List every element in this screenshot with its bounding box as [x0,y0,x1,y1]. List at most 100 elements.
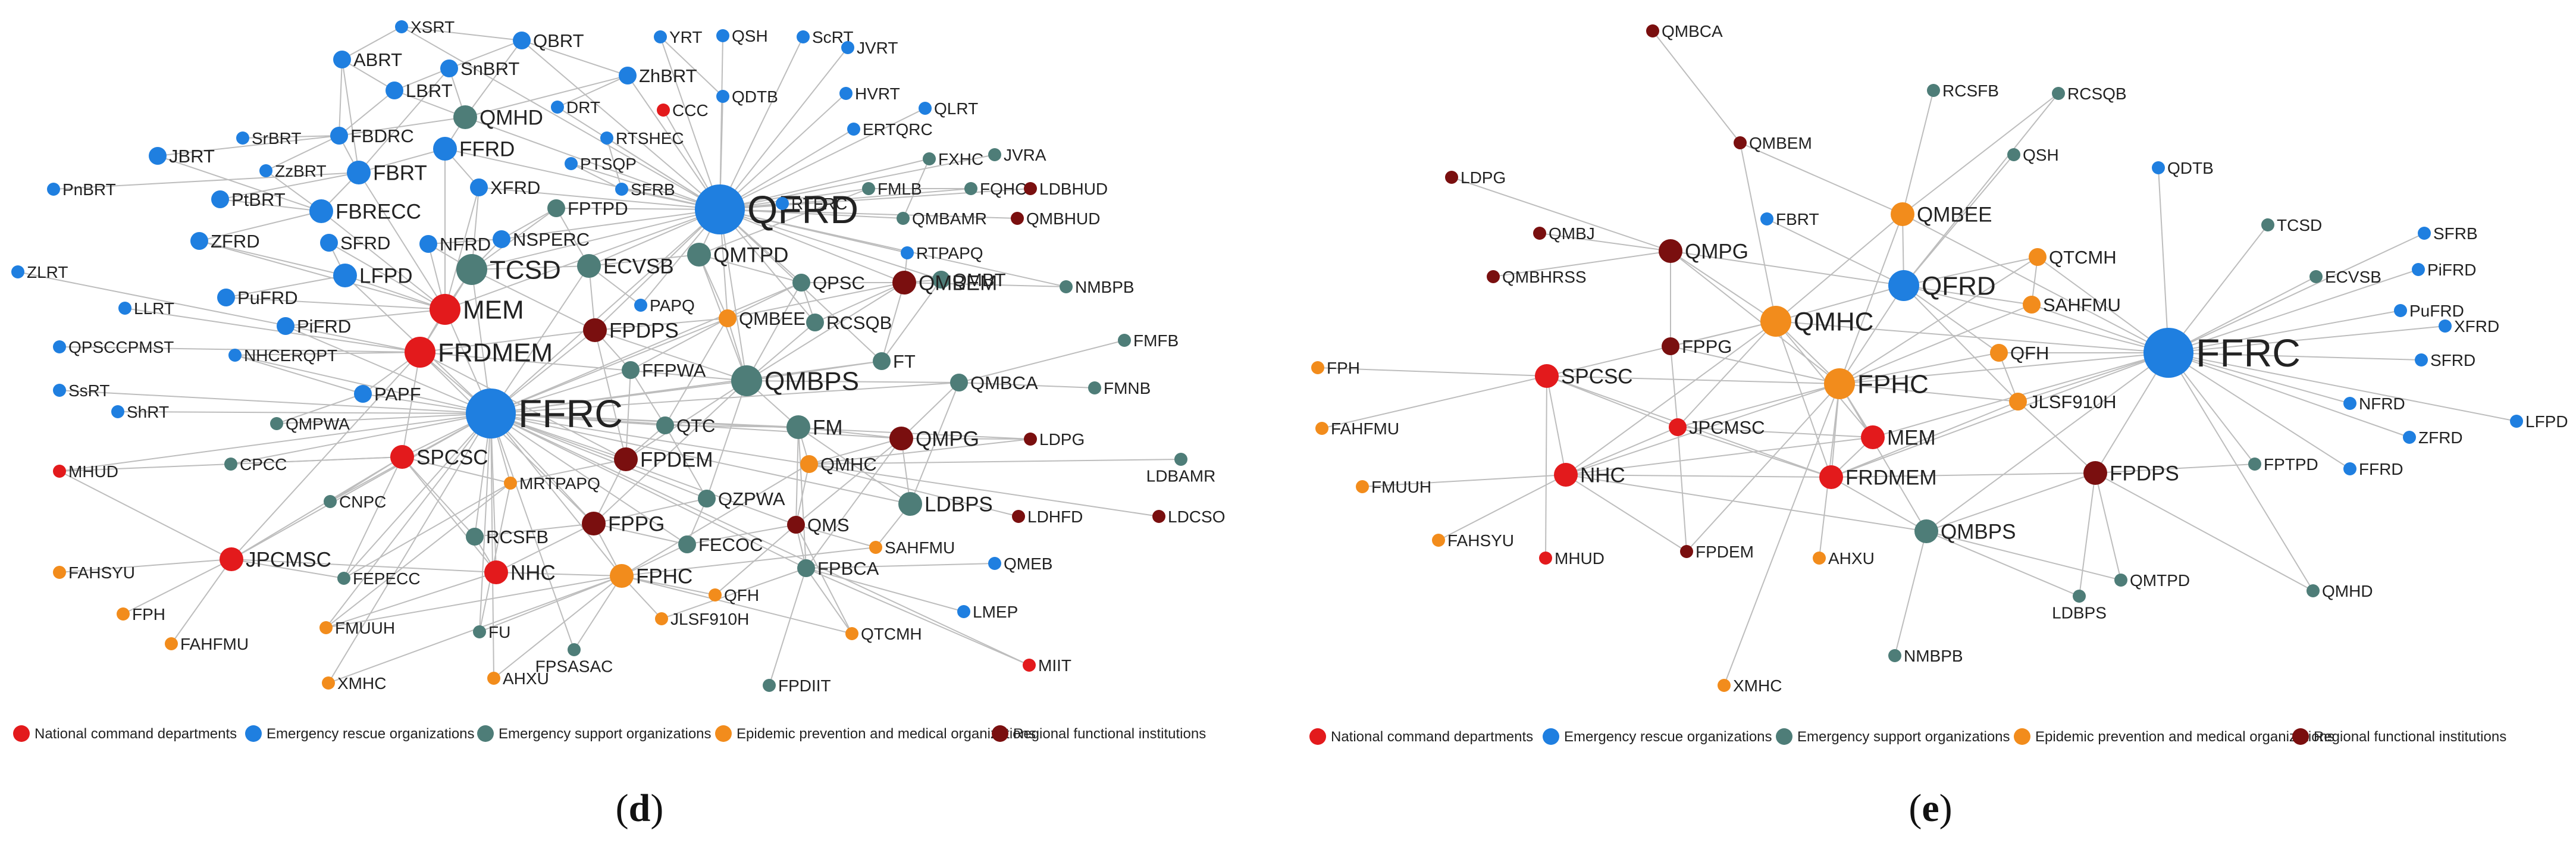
panel-d-node-marker [504,477,517,490]
panel-e-node-marker [1356,480,1369,493]
panel-d-legend: National command departments Emergency re… [13,725,1206,742]
panel-e-node-marker [1487,270,1500,283]
panel-d-node-ffrc: FFRC [466,389,623,438]
panel-d-edge-sfrb-rtshec [606,137,622,190]
panel-e-legend-label: Regional functional institutions [2314,729,2506,745]
panel-d-edge-mem-sfrd [328,242,446,310]
panel-d-edge-qmpwa-papf [276,393,363,424]
panel-d-node-marker [600,131,613,145]
panel-d-node-ldpg: LDPG [1024,430,1085,449]
panel-e-node-label: FPDPS [2110,462,2179,485]
panel-e-edge-fphc-jlsf910h [1839,383,2019,402]
panel-e-legend-marker [1309,728,1326,745]
panel-d-node-miit: MIIT [1023,656,1071,675]
panel-d-node-marker [614,447,638,471]
panel-d-node-label: FM [813,416,843,439]
panel-d-edge-mrtpapq-fmuuh [325,483,511,628]
panel-d-node-marker [228,349,242,362]
panel-e-node-marker [1718,679,1731,692]
panel-d-node-marker [111,405,124,418]
panel-d-node-marker [698,490,716,507]
panel-d-edge-fpbca-qtcmh [806,568,853,634]
panel-d-edge-fbrt-abrt [341,59,359,173]
panel-d-edge-ffrd-fbrt [358,148,446,173]
panel-d-node-label: PnBRT [62,180,116,199]
panel-e-edge-qmbee-fphc [1839,214,1903,384]
panel-e-legend-marker [1543,728,1559,745]
panel-d-node-fecoc: FECOC [678,534,763,555]
panel-d-node-label: SnBRT [460,58,519,79]
panel-d-edge-tcsd-fptpd [471,208,557,270]
panel-e-node-label: QMTPD [2130,571,2190,590]
panel-d-node-label: FPDIIT [778,676,831,695]
panel-e-edge-ffrc-ffrd [2168,352,2351,469]
panel-e-node-spcsc: SPCSC [1535,364,1633,388]
panel-d-node-spcsc: SPCSC [390,445,488,469]
panel-d-edge-frdmem-fpdem [419,352,626,460]
panel-e-node-label: FPHC [1857,369,1929,399]
panel-d-edge-qmbps-qpsc [746,282,802,381]
panel-e-edge-fphc-spcsc [1546,375,1840,384]
panel-d-edge-qmtpd-fmlb [698,188,869,255]
panel-d-node-label: LDCSO [1168,507,1225,526]
panel-d-node-label: QFH [724,586,759,604]
panel-d-node-label: ECVSB [603,255,674,278]
panel-d-node-label: ZhBRT [639,65,697,86]
panel-e-node-marker [1819,465,1843,489]
panel-d-node-marker [1152,510,1165,523]
panel-d-node-label: FFPWA [642,360,706,381]
panel-d-node-label: RTPAPQ [916,244,983,262]
panel-d-edge-fphc-sahfmu [621,547,876,577]
panel-d-node-sfrb: SFRB [615,180,675,199]
panel-d-node-ahxu: AHXU [487,669,549,688]
panel-d-node-marker [513,32,531,49]
panel-d-node-marker [330,127,348,145]
panel-e-edge-qfrd-qmpg [1670,250,1904,286]
panel-d-node-marker [615,183,628,196]
panel-d-edge-qfrd-qbrt [521,40,720,210]
panel-d-node-marker [657,104,670,117]
panel-d-node-snbrt: SnBRT [440,58,519,79]
panel-d-edge-fm-qtc [665,425,799,428]
panel-e-node-label: QMBEE [1917,203,1992,226]
panel-e-node-label: ZFRD [2418,428,2463,447]
panel-d-node-papq: PAPQ [634,296,695,315]
panel-e-node-marker [2152,161,2165,174]
panel-d-edge-qfrd-tcsd [471,209,720,270]
panel-d-edge-qmpg-qms [795,438,902,525]
panel-d-node-marker [1118,334,1131,347]
panel-d-node-label: QFRD [747,187,858,231]
panel-d-node-label: LDHFD [1027,507,1083,526]
panel-d-node-ldbhud: LDBHUD [1024,180,1108,198]
panel-e-node-label: MHUD [1555,549,1604,568]
panel-d-node-label: QPSCCPMST [68,338,174,356]
panel-d-edge-fpdem-mrtpapq [510,459,626,484]
panel-d-node-label: TCSD [490,255,561,284]
panel-d-node-qmhd: QMHD [453,105,543,129]
panel-d-node-rtfrc: RTFRC [776,195,847,213]
panel-d-node-qdtb: QDTB [716,87,778,106]
panel-e-edge-ffrc-ecvsb [2168,276,2317,353]
panel-d-node-qsh: QSH [716,27,768,45]
panel-e-node-label: QSH [2023,146,2059,164]
panel-d-node-marker [610,564,634,588]
panel-d-node-ertqrc: ERTQRC [847,120,933,139]
panel-e-node-marker [1813,552,1826,565]
panel-d-node-fqhc: FQHC [964,180,1027,198]
panel-d-node-marker [53,465,66,478]
panel-d-edge-frdmem-spcsc [402,352,421,458]
panel-d-edge-mem-lfpd [344,275,446,310]
panel-d-edge-qfrd-qmbem [719,209,905,283]
panel-d-node-label: RCSQB [826,312,892,333]
panel-d-edge-fpbca-lmep [806,568,964,612]
panel-e-node-marker [2415,353,2428,366]
panel-d-edge-spcsc-mrtpapq [402,456,511,484]
panel-d-edge-fpdem-fpdps [594,330,626,460]
panel-e-node-marker [2261,218,2274,231]
panel-d-node-qmbhud: QMBHUD [1011,209,1100,228]
panel-d-node-xmhc: XMHC [322,674,386,693]
panel-e-node-marker [1861,425,1885,449]
panel-d-node-marker [1011,212,1024,225]
panel-e-node-marker [1914,519,1938,543]
panel-d-node-label: JPCMSC [246,548,331,571]
